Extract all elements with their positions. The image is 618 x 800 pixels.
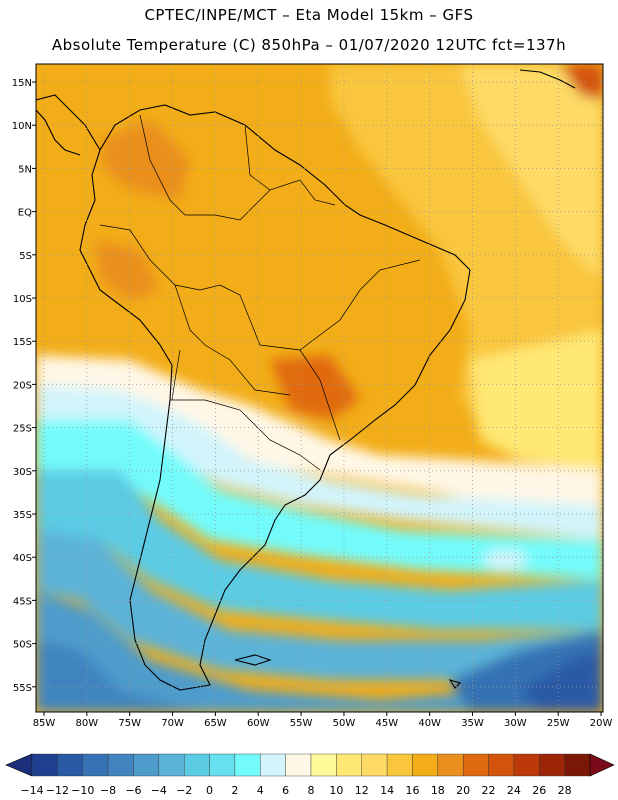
colorbar-label-16: 18 [431,784,445,797]
colorbar-label-8: 2 [231,784,238,797]
colorbar-swatch-16 [437,753,464,777]
colorbar-label-13: 12 [355,784,369,797]
colorbar-label-20: 26 [532,784,546,797]
colorbar-swatch-18 [488,753,515,777]
colorbar-swatch-7 [209,753,236,777]
colorbar-swatch-8 [234,753,261,777]
colorbar-label-17: 20 [456,784,470,797]
colorbar-label-15: 16 [405,784,419,797]
colorbar-swatch-21 [564,753,591,777]
lat-label-5: 10S [13,294,32,305]
map-frame [35,63,604,713]
colorbar-label-10: 6 [282,784,289,797]
colorbar-label-19: 24 [507,784,521,797]
lon-label-2: 75W [118,718,141,729]
colorbar-label-3: −8 [100,784,116,797]
lon-label-0: 85W [33,718,56,729]
colorbar-swatch-19 [513,753,540,777]
colorbar-swatch-15 [412,753,439,777]
lat-label-14: 55S [13,683,32,694]
colorbar-swatch-12 [336,753,362,777]
graticule [36,64,603,712]
lat-label-13: 50S [13,640,32,651]
map-title-line-1: CPTEC/INPE/MCT – Eta Model 15km – GFS [144,6,474,24]
colorbar-label-12: 10 [329,784,343,797]
lon-label-1: 80W [76,718,99,729]
colorbar-label-14: 14 [380,784,394,797]
lat-label-12: 45S [13,596,32,607]
lon-label-6: 55W [290,718,313,729]
colorbar-label-1: −12 [46,784,69,797]
lat-label-1: 10N [12,121,32,132]
temperature-field [36,64,603,712]
lon-label-12: 25W [547,718,570,729]
colorbar-swatch-2 [82,753,109,777]
lat-label-8: 25S [13,424,32,435]
colorbar-label-7: 0 [206,784,213,797]
colorbar-label-11: 8 [308,784,315,797]
colorbar-labels: −14 −12 −10 −8 −6 −4 −2 0 2 4 6 8 10 12 14 16 18 20 22 24 26… [20,784,571,797]
colorbar-swatch-17 [462,753,489,777]
colorbar-label-0: −14 [20,784,43,797]
colorbar-swatch-10 [285,753,312,777]
colorbar-label-9: 4 [257,784,264,797]
lat-label-2: 5N [18,164,32,175]
country-borders [99,114,421,471]
lat-label-10: 35S [13,510,32,521]
lon-label-3: 70W [161,718,184,729]
colorbar [5,753,615,777]
longitude-labels: 85W 80W 75W 70W 65W 60W 55W 50W 45W 40W 35W 30W 25W 2… [33,712,613,729]
lon-label-10: 35W [461,718,484,729]
coastlines [36,69,576,691]
colorbar-label-21: 28 [558,784,572,797]
lon-label-4: 65W [204,718,227,729]
colorbar-swatch-9 [260,753,286,777]
lat-label-3: EQ [18,208,32,219]
colorbar-swatch-0 [31,753,58,777]
lon-label-8: 45W [375,718,398,729]
colorbar-swatch-20 [539,753,565,777]
lat-label-11: 40S [13,553,32,564]
colorbar-label-2: −10 [71,784,94,797]
lat-label-9: 30S [13,467,32,478]
colorbar-label-4: −6 [125,784,141,797]
colorbar-swatch-1 [57,753,83,777]
colorbar-label-6: −2 [176,784,192,797]
colorbar-swatch-6 [183,753,210,777]
colorbar-swatch-5 [158,753,185,777]
lon-label-13: 20W [590,718,613,729]
lat-label-6: 15S [13,337,32,348]
lat-label-0: 15N [12,78,32,89]
map-title-line-2: Absolute Temperature (C) 850hPa – 01/07/… [51,36,567,54]
colorbar-swatch-13 [361,753,388,777]
lon-label-11: 30W [504,718,527,729]
colorbar-low-arrow [5,753,33,777]
colorbar-swatch-4 [133,753,160,777]
lat-label-7: 20S [13,380,32,391]
lon-label-9: 40W [418,718,441,729]
latitude-labels: 15N 10N 5N EQ 5S 10S 15S 20S 25S 30S 35S 40S 45S 50S 5… [12,78,36,694]
colorbar-swatch-3 [107,753,134,777]
colorbar-label-18: 22 [482,784,496,797]
colorbar-swatch-11 [310,753,337,777]
colorbar-label-5: −4 [151,784,167,797]
colorbar-high-arrow [589,753,615,777]
colorbar-swatch-14 [386,753,413,777]
lon-label-5: 60W [247,718,270,729]
lon-label-7: 50W [333,718,356,729]
lat-label-4: 5S [19,251,32,262]
